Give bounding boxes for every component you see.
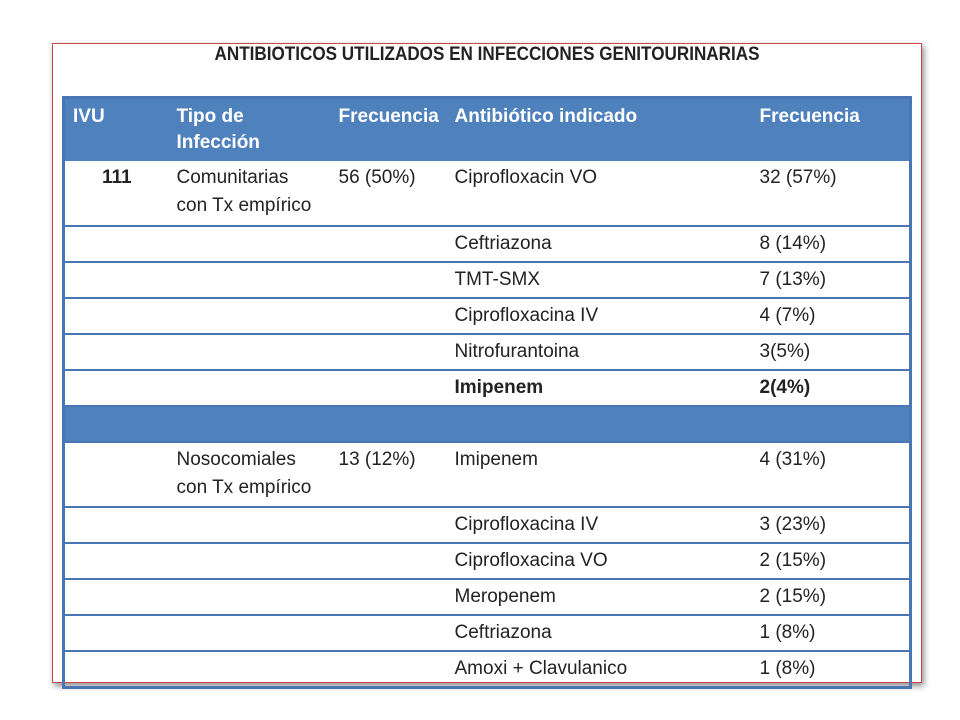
antibiotic-name: Ceftriazona [446, 615, 752, 652]
antibiotic-name: Ciprofloxacina IV [446, 507, 752, 544]
header-ivu: IVU [63, 97, 169, 161]
antibiotic-name: Ciprofloxacina IV [446, 298, 752, 335]
table-row: Ciprofloxacina IV 3 (23%) [63, 507, 911, 544]
infection-type: Comunitarias con Tx empírico [168, 161, 331, 227]
group-separator [63, 406, 911, 443]
table-row: Meropenem 2 (15%) [63, 579, 911, 616]
table-row: Amoxi + Clavulanico 1 (8%) [63, 651, 911, 689]
antibiotic-name: Amoxi + Clavulanico [446, 651, 752, 689]
antibiotic-name: Ciprofloxacin VO [446, 161, 752, 227]
antibiotic-name: Nitrofurantoina [446, 334, 752, 371]
antibiotic-frequency: 3(5%) [751, 334, 911, 371]
antibiotic-frequency-highlighted: 2(4%) [751, 370, 911, 407]
antibiotic-frequency: 7 (13%) [751, 262, 911, 299]
antibiotic-frequency: 8 (14%) [751, 226, 911, 263]
infection-frequency: 13 (12%) [330, 442, 447, 508]
antibiotic-frequency: 2 (15%) [751, 543, 911, 580]
antibiotic-frequency: 1 (8%) [751, 651, 911, 689]
ivu-total: 111 [63, 161, 169, 227]
table-row: Nitrofurantoina 3(5%) [63, 334, 911, 371]
table-row: TMT-SMX 7 (13%) [63, 262, 911, 299]
table-row: Nosocomiales con Tx empírico 13 (12%) Im… [63, 442, 911, 508]
header-frecuencia-antibiotico: Frecuencia [751, 97, 911, 161]
antibiotic-name: Ciprofloxacina VO [446, 543, 752, 580]
antibiotic-name: Ceftriazona [446, 226, 752, 263]
infection-type: Nosocomiales con Tx empírico [168, 442, 331, 508]
table-header-row: IVU Tipo de Infección Frecuencia Antibió… [63, 97, 911, 161]
slide-title: ANTIBIOTICOS UTILIZADOS EN INFECCIONES G… [214, 44, 760, 65]
table-row: Ciprofloxacina VO 2 (15%) [63, 543, 911, 580]
table-row: Ciprofloxacina IV 4 (7%) [63, 298, 911, 335]
table-row-highlighted: Imipenem 2(4%) [63, 370, 911, 407]
antibiotic-frequency: 4 (7%) [751, 298, 911, 335]
antibiotic-frequency: 32 (57%) [751, 161, 911, 227]
antibiotic-frequency: 1 (8%) [751, 615, 911, 652]
header-antibiotico: Antibiótico indicado [446, 97, 752, 161]
header-frecuencia: Frecuencia [330, 97, 447, 161]
table-row: Ceftriazona 8 (14%) [63, 226, 911, 263]
infection-frequency: 56 (50%) [330, 161, 447, 227]
antibiotic-name: Meropenem [446, 579, 752, 616]
table-row: Ceftriazona 1 (8%) [63, 615, 911, 652]
antibiotic-frequency: 2 (15%) [751, 579, 911, 616]
antibiotic-frequency: 4 (31%) [751, 442, 911, 508]
antibiotic-frequency: 3 (23%) [751, 507, 911, 544]
antibiotics-table: IVU Tipo de Infección Frecuencia Antibió… [62, 96, 912, 689]
table-row: 111 Comunitarias con Tx empírico 56 (50%… [63, 161, 911, 227]
antibiotic-name: TMT-SMX [446, 262, 752, 299]
header-tipo: Tipo de Infección [168, 97, 331, 161]
antibiotic-name: Imipenem [446, 442, 752, 508]
antibiotic-name-highlighted: Imipenem [446, 370, 752, 407]
slide-frame: ANTIBIOTICOS UTILIZADOS EN INFECCIONES G… [52, 43, 922, 689]
